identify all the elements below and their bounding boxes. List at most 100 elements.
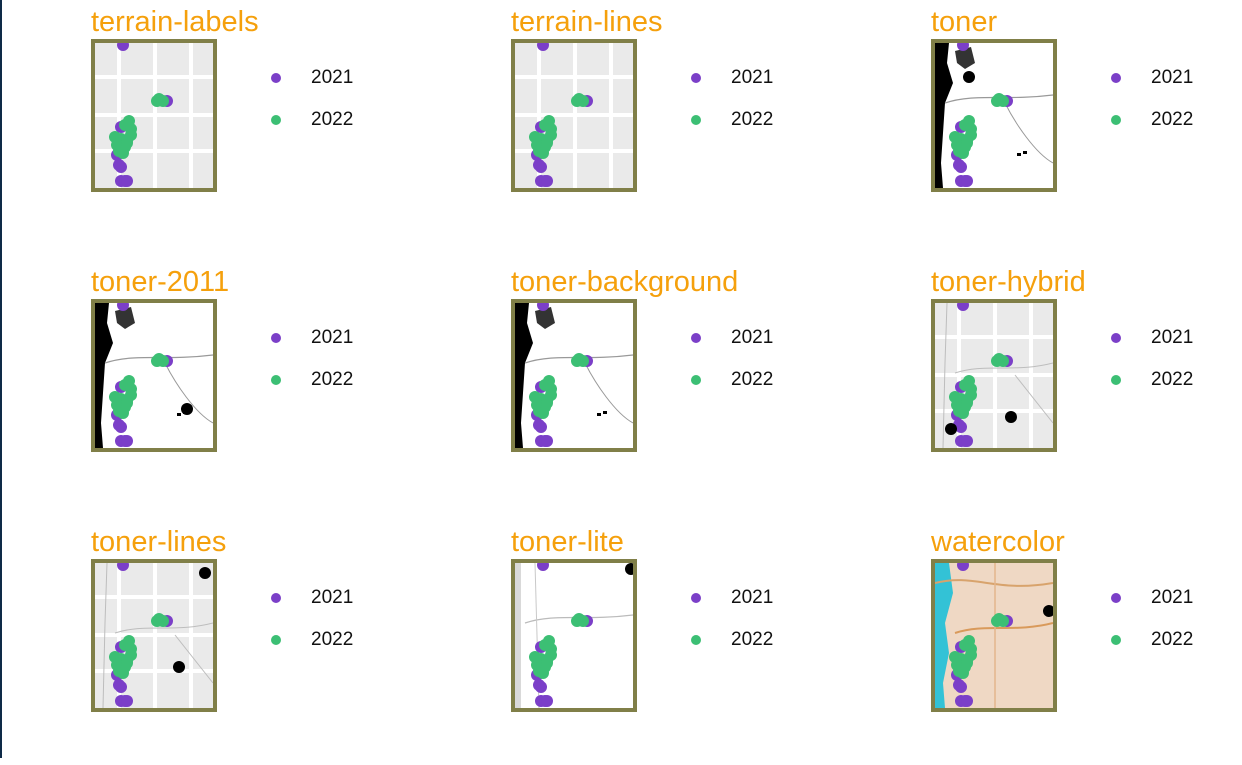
basemap-coastline bbox=[942, 303, 948, 448]
legend-label-2022: 2022 bbox=[731, 629, 774, 650]
point-2021 bbox=[533, 679, 545, 691]
point-2022 bbox=[151, 615, 163, 627]
point-2021 bbox=[117, 43, 129, 51]
point-2021 bbox=[113, 419, 125, 431]
map-plot bbox=[95, 563, 213, 708]
basemap-land bbox=[515, 563, 633, 708]
map-frame bbox=[511, 559, 637, 712]
panel-title: toner-lite bbox=[511, 526, 624, 558]
basemap-river bbox=[164, 362, 213, 424]
map-plot bbox=[935, 303, 1053, 448]
legend-label-2021: 2021 bbox=[311, 67, 354, 88]
legend-dot-2021 bbox=[271, 73, 281, 83]
point-2022 bbox=[117, 407, 129, 419]
point-2022 bbox=[545, 389, 557, 401]
basemap-road bbox=[174, 634, 213, 684]
map-plot bbox=[935, 563, 1053, 708]
legend-label-2021: 2021 bbox=[1151, 67, 1194, 88]
map-frame bbox=[931, 559, 1057, 712]
panel-toner-background: toner-background 2021 2022 bbox=[511, 265, 911, 505]
point-2021 bbox=[537, 303, 549, 311]
point-2022 bbox=[965, 389, 977, 401]
map-plot bbox=[515, 43, 633, 188]
basemap-ocean bbox=[935, 563, 953, 708]
point-2021 bbox=[961, 175, 973, 187]
point-2021 bbox=[113, 159, 125, 171]
map-plot bbox=[935, 43, 1053, 188]
legend-dot-2021 bbox=[691, 73, 701, 83]
point-2022 bbox=[571, 355, 583, 367]
basemap-land bbox=[515, 303, 633, 448]
point-2021 bbox=[113, 679, 125, 691]
legend-dot-2022 bbox=[1111, 375, 1121, 385]
panel-title: toner-lines bbox=[91, 526, 227, 558]
legend-dot-2022 bbox=[1111, 635, 1121, 645]
panel-title: toner-2011 bbox=[91, 266, 230, 298]
left-edge-bar bbox=[0, 0, 2, 758]
basemap-land bbox=[935, 43, 1053, 188]
map-frame bbox=[91, 39, 217, 192]
basemap-road bbox=[954, 622, 1053, 634]
legend-label-2022: 2022 bbox=[311, 629, 354, 650]
legend-dot-2021 bbox=[691, 333, 701, 343]
basemap-river bbox=[1004, 102, 1053, 164]
point-other bbox=[945, 423, 957, 435]
legend-label-2021: 2021 bbox=[731, 67, 774, 88]
point-2021 bbox=[961, 435, 973, 447]
legend-label-2021: 2021 bbox=[1151, 587, 1194, 608]
point-2021 bbox=[953, 159, 965, 171]
point-2022 bbox=[571, 615, 583, 627]
map-plot bbox=[95, 303, 213, 448]
panel-title: toner-background bbox=[511, 266, 739, 298]
point-2021 bbox=[533, 159, 545, 171]
panel-title: toner-hybrid bbox=[931, 266, 1086, 298]
basemap-lake bbox=[1023, 151, 1027, 154]
legend-label-2022: 2022 bbox=[1151, 369, 1194, 390]
legend-dot-2022 bbox=[271, 635, 281, 645]
map-plot bbox=[515, 563, 633, 708]
point-2021 bbox=[541, 175, 553, 187]
point-2021 bbox=[533, 419, 545, 431]
legend-dot-2021 bbox=[1111, 593, 1121, 603]
point-other bbox=[181, 403, 193, 415]
point-2021 bbox=[961, 695, 973, 707]
point-2021 bbox=[117, 303, 129, 311]
basemap-land bbox=[95, 303, 213, 448]
map-frame bbox=[91, 559, 217, 712]
map-plot bbox=[515, 303, 633, 448]
point-2022 bbox=[125, 129, 137, 141]
point-other bbox=[173, 661, 185, 673]
panel-title: terrain-lines bbox=[511, 6, 663, 38]
legend-dot-2021 bbox=[1111, 333, 1121, 343]
map-frame bbox=[511, 39, 637, 192]
legend-label-2021: 2021 bbox=[1151, 327, 1194, 348]
point-2022 bbox=[537, 667, 549, 679]
point-2022 bbox=[537, 147, 549, 159]
panel-title: watercolor bbox=[931, 526, 1065, 558]
legend-label-2021: 2021 bbox=[731, 587, 774, 608]
legend-label-2021: 2021 bbox=[731, 327, 774, 348]
panel-toner: toner 2021 2022 bbox=[931, 5, 1242, 245]
panel-terrain-lines: terrain-lines 2021 2022 bbox=[511, 5, 911, 245]
map-plot bbox=[95, 43, 213, 188]
basemap-road bbox=[114, 622, 213, 634]
map-frame bbox=[931, 299, 1057, 452]
point-2022 bbox=[125, 389, 137, 401]
legend-label-2021: 2021 bbox=[311, 327, 354, 348]
point-2022 bbox=[545, 129, 557, 141]
basemap-sound bbox=[115, 307, 135, 329]
basemap-coast bbox=[95, 303, 113, 448]
basemap-lake bbox=[1017, 153, 1021, 156]
legend-dot-2021 bbox=[691, 593, 701, 603]
point-2022 bbox=[991, 355, 1003, 367]
point-2021 bbox=[121, 175, 133, 187]
point-2022 bbox=[125, 649, 137, 661]
point-2021 bbox=[121, 435, 133, 447]
point-other bbox=[625, 563, 633, 575]
map-frame bbox=[511, 299, 637, 452]
point-2021 bbox=[117, 563, 129, 571]
panel-title: toner bbox=[931, 6, 998, 38]
panel-watercolor: watercolor 2021 2022 bbox=[931, 525, 1242, 765]
point-2021 bbox=[957, 43, 969, 51]
basemap-road bbox=[1014, 374, 1053, 424]
